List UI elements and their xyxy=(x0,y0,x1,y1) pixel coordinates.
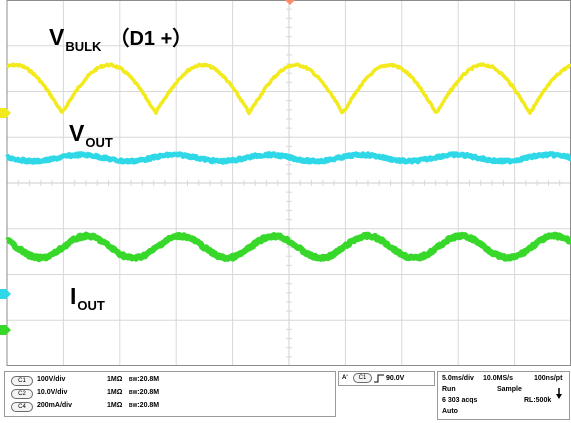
vbulk-label: VBULK （D1 +） xyxy=(49,24,193,54)
sample-rate-value: 10.0MS/s xyxy=(483,375,513,382)
channel-bandwidth-c2: BW:20.8M xyxy=(129,389,160,396)
iout-label: IOUT xyxy=(70,283,105,313)
channel-badge-c4[interactable]: C4 xyxy=(11,402,33,412)
run-state: Run xyxy=(442,386,456,393)
trigger-mode: Auto xyxy=(442,408,458,415)
vout-label-sub: OUT xyxy=(85,135,113,150)
vout-label: VOUT xyxy=(69,120,113,150)
channel-settings-panel[interactable]: C1 100V/div 1MΩ BW:20.8M C2 10.0V/div 1M… xyxy=(4,371,336,417)
resolution-value: 100ns/pt xyxy=(534,375,563,382)
record-length: RL:500k xyxy=(524,397,552,404)
channel-scale-c2: 10.0V/div xyxy=(37,389,68,396)
channel-badge-c1[interactable]: C1 xyxy=(11,376,33,386)
waveform-graticule xyxy=(0,0,571,366)
channel-badge-c2[interactable]: C2 xyxy=(11,389,33,399)
vbulk-label-sub: BULK xyxy=(65,39,102,54)
acquisition-panel[interactable]: 5.0ms/div 10.0MS/s 100ns/pt Run Sample 6… xyxy=(437,371,570,420)
ch1-ground-marker-icon[interactable] xyxy=(0,108,11,118)
iout-label-main: I xyxy=(70,283,77,309)
ch4-ground-marker-icon[interactable] xyxy=(0,325,11,335)
trigger-level: 90.0V xyxy=(386,375,405,382)
ch2-vout-trace xyxy=(5,151,571,165)
vbulk-label-suffix: （D1 +） xyxy=(109,28,193,50)
channel-bandwidth-c4: BW:20.8M xyxy=(129,402,160,409)
channel-impedance-c2: 1MΩ xyxy=(107,389,123,396)
channel-bandwidth-c1: BW:20.8M xyxy=(129,376,160,383)
channel-scale-c1: 100V/div xyxy=(37,376,66,383)
vout-label-main: V xyxy=(69,120,85,146)
trigger-mode-badge: A' xyxy=(342,375,348,381)
channel-impedance-c4: 1MΩ xyxy=(107,402,123,409)
ch4-iout-trace xyxy=(5,231,571,263)
rising-edge-icon xyxy=(374,374,384,383)
ch1-vbulk-trace xyxy=(6,62,571,116)
timebase-value: 5.0ms/div xyxy=(442,375,474,382)
iout-label-sub: OUT xyxy=(77,298,105,313)
status-bar: C1 100V/div 1MΩ BW:20.8M C2 10.0V/div 1M… xyxy=(0,366,571,423)
acquisition-mode: Sample xyxy=(497,386,522,393)
channel-scale-c4: 200mA/div xyxy=(37,402,73,409)
oscilloscope-display: VBULK （D1 +） VOUT IOUT xyxy=(0,0,571,366)
trigger-source-badge[interactable]: C1 xyxy=(353,373,372,383)
trigger-position-icon[interactable] xyxy=(285,0,295,5)
single-shot-arrow-icon xyxy=(556,388,562,399)
ch2-ground-marker-icon[interactable] xyxy=(0,289,11,299)
acquisition-count: 6 303 acqs xyxy=(442,397,478,404)
vbulk-label-main: V xyxy=(49,24,65,50)
channel-impedance-c1: 1MΩ xyxy=(107,376,123,383)
trigger-panel[interactable]: A' C1 90.0V xyxy=(338,371,435,386)
